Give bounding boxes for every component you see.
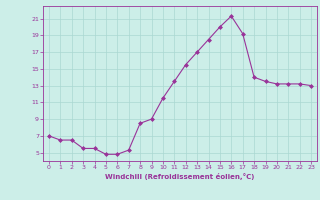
X-axis label: Windchill (Refroidissement éolien,°C): Windchill (Refroidissement éolien,°C) [105,173,255,180]
